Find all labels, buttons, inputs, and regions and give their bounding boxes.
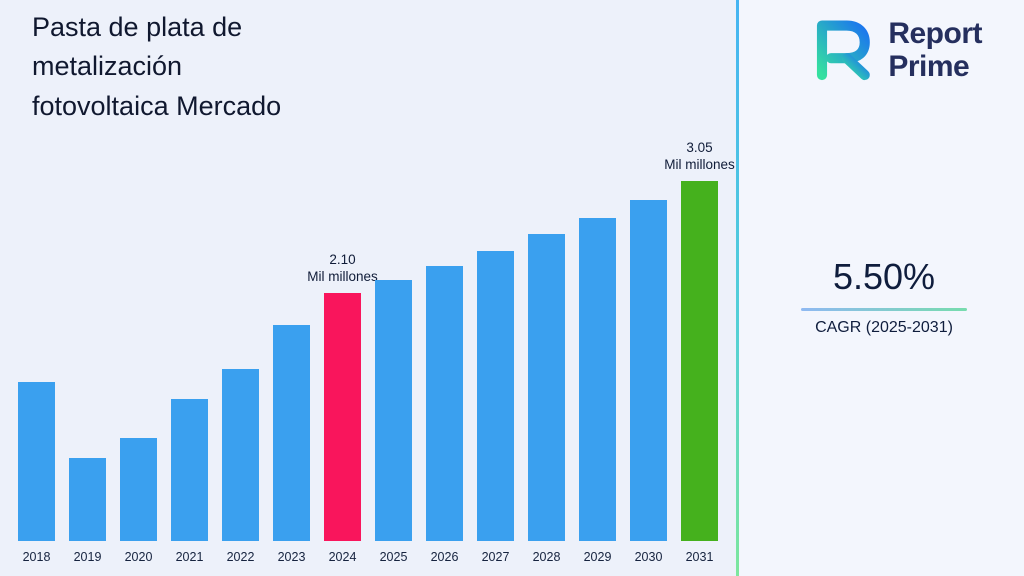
bar-column-2020: 2020 (120, 438, 157, 564)
bar-column-2031: 3.05 Mil millones 2031 (664, 140, 735, 564)
bar-2018 (18, 382, 55, 541)
bar-2022 (222, 369, 259, 541)
bar-2019 (69, 458, 106, 541)
bar-column-2022: 2022 (222, 369, 259, 564)
bar-annotation-2024: 2.10 Mil millones (307, 251, 378, 286)
bar-chart: 2018 2019 2020 2021 2022 2023 2.10 Mil millones… (18, 140, 735, 564)
bar-2024 (324, 293, 361, 541)
x-label-2024: 2024 (328, 550, 357, 564)
cagr-underline (801, 308, 967, 311)
cagr-label: CAGR (2025-2031) (815, 319, 953, 336)
vertical-divider (736, 0, 739, 576)
report-prime-logo-text: Report Prime (888, 18, 982, 82)
page-title: Pasta de plata de metalización fotovolta… (32, 8, 281, 126)
report-prime-logo: Report Prime (804, 12, 982, 89)
cagr-value: 5.50% (832, 256, 936, 297)
bar-2027 (477, 251, 514, 541)
annotation-value-2031: 3.05 (686, 139, 713, 155)
x-label-2020: 2020 (124, 550, 153, 564)
bar-2021 (171, 399, 208, 541)
logo-word-report: Report (888, 17, 982, 51)
bar-column-2023: 2023 (273, 325, 310, 564)
x-label-2023: 2023 (277, 550, 306, 564)
bar-2029 (579, 218, 616, 541)
bar-column-2018: 2018 (18, 382, 55, 564)
bar-2028 (528, 234, 565, 541)
bar-2031 (681, 181, 718, 541)
x-label-2018: 2018 (22, 550, 51, 564)
page-title-line1: Pasta de plata de (32, 12, 243, 42)
bar-annotation-2031: 3.05 Mil millones (664, 139, 735, 174)
bar-2020 (120, 438, 157, 541)
page-title-line2: metalización (32, 51, 183, 82)
bar-column-2025: 2025 (375, 280, 412, 564)
logo-word-prime: Prime (888, 49, 970, 83)
x-label-2031: 2031 (685, 550, 714, 564)
bar-column-2030: 2030 (630, 200, 667, 564)
bar-2030 (630, 200, 667, 541)
annotation-value-2024: 2.10 (329, 251, 356, 267)
annotation-unit-2024: Mil millones (307, 269, 378, 285)
bar-column-2024: 2.10 Mil millones 2024 (307, 252, 378, 564)
x-label-2025: 2025 (379, 550, 408, 564)
x-label-2026: 2026 (430, 550, 459, 564)
right-panel (739, 0, 1024, 576)
cagr-block: 5.50% CAGR (2025-2031) (801, 256, 967, 337)
bar-column-2027: 2027 (477, 251, 514, 564)
page-title-line3: fotovoltaica Mercado (32, 90, 282, 121)
x-label-2029: 2029 (583, 550, 612, 564)
x-label-2022: 2022 (226, 550, 255, 564)
bar-column-2021: 2021 (171, 399, 208, 564)
x-label-2028: 2028 (532, 550, 561, 564)
bar-column-2019: 2019 (69, 458, 106, 564)
bar-column-2029: 2029 (579, 218, 616, 564)
annotation-unit-2031: Mil millones (664, 157, 735, 173)
bar-2026 (426, 266, 463, 541)
x-label-2019: 2019 (73, 550, 102, 564)
bar-column-2028: 2028 (528, 234, 565, 564)
x-label-2030: 2030 (634, 550, 663, 564)
report-prime-logo-icon (804, 12, 876, 89)
x-label-2027: 2027 (481, 550, 510, 564)
bar-2025 (375, 280, 412, 541)
bar-2023 (273, 325, 310, 541)
bar-column-2026: 2026 (426, 266, 463, 564)
x-label-2021: 2021 (175, 550, 204, 564)
